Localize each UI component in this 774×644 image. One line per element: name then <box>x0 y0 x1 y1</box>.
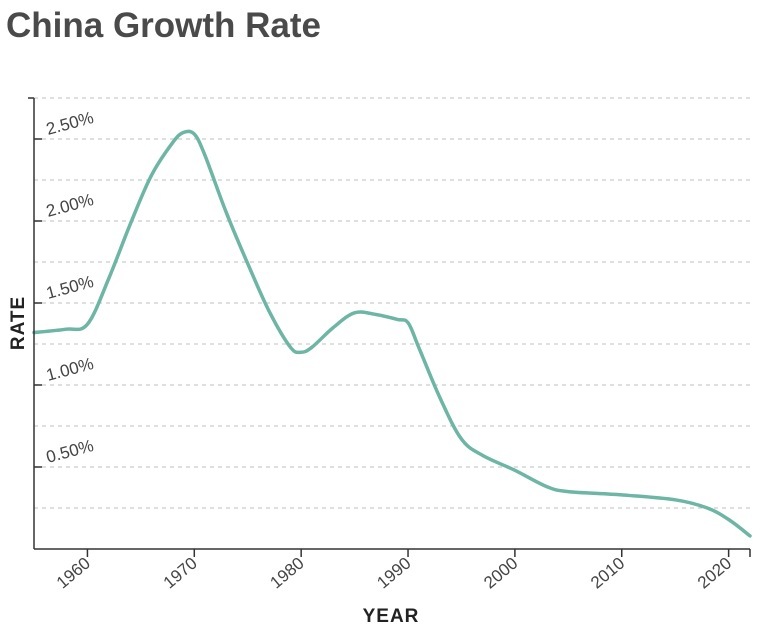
y-tick-label-2: 1.50% <box>44 272 95 303</box>
x-tick-label-2: 1980 <box>267 554 308 593</box>
y-tick-label-3: 2.00% <box>44 190 95 221</box>
x-tick-label-3: 1990 <box>373 554 414 593</box>
y-tick-label-4: 2.50% <box>44 108 95 139</box>
x-axis-title: YEAR <box>363 606 420 627</box>
x-tick-label-5: 2010 <box>587 554 628 593</box>
x-tick-labels: 1960 1970 1980 1990 2000 2010 2020 <box>53 554 735 593</box>
chart-title: China Growth Rate <box>6 6 322 45</box>
x-tick-label-0: 1960 <box>53 554 94 593</box>
y-tick-label-1: 1.00% <box>44 354 95 385</box>
gridlines <box>34 97 750 509</box>
x-tick-label-4: 2000 <box>480 554 521 593</box>
y-tick-label-0: 0.50% <box>44 436 95 467</box>
axes <box>28 97 751 557</box>
x-tick-label-1: 1970 <box>160 554 201 593</box>
x-tick-label-6: 2020 <box>694 554 735 593</box>
series-line <box>32 129 752 538</box>
y-axis-title: RATE <box>8 296 29 350</box>
y-tick-labels: 0.50% 1.00% 1.50% 2.00% 2.50% <box>44 108 95 467</box>
